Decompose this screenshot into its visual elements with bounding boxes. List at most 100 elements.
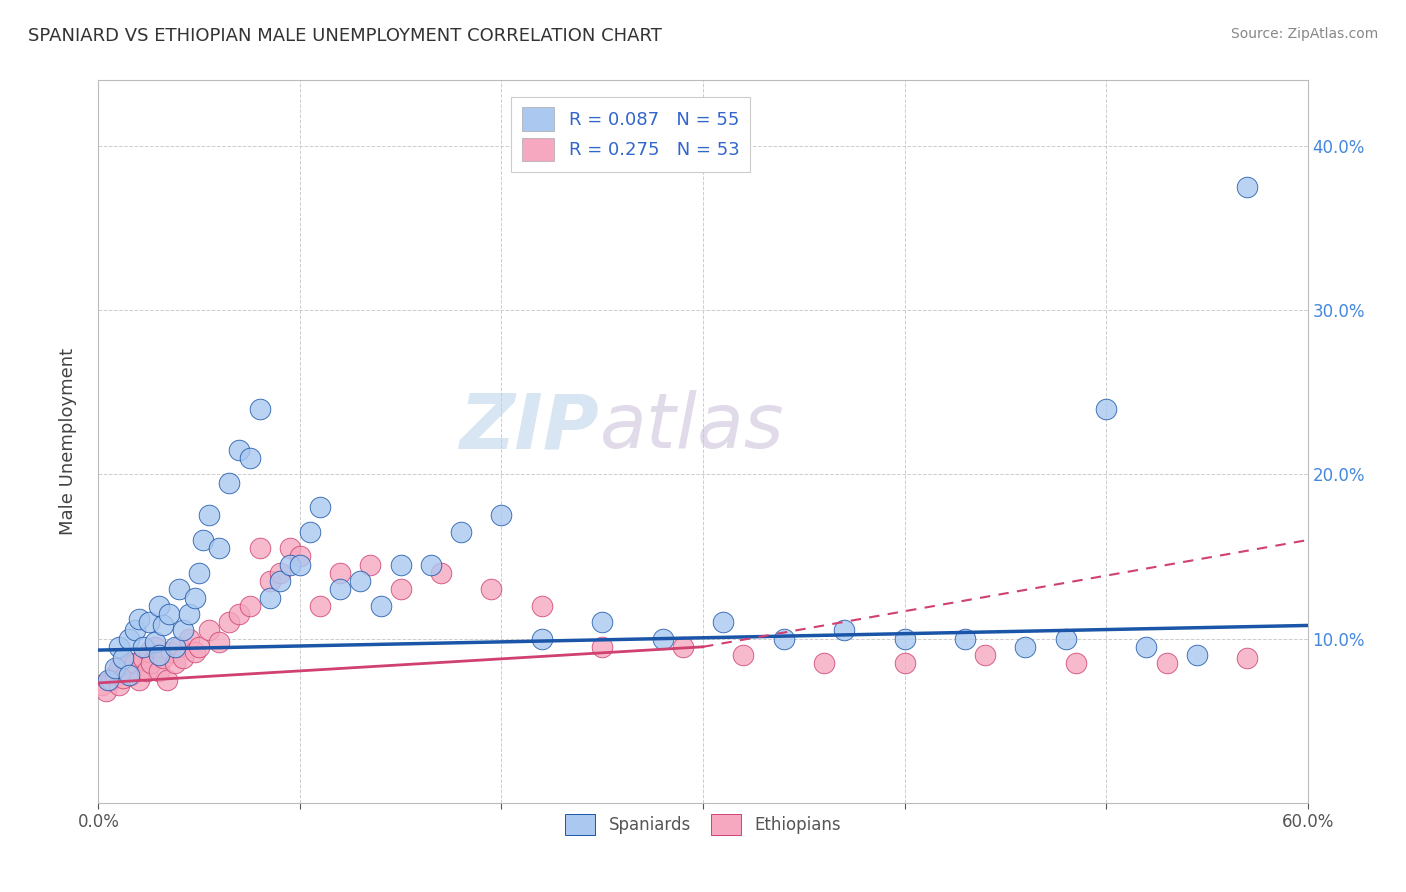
Point — [103, 667, 125, 681]
Point — [152, 651, 174, 665]
Point — [733, 648, 755, 662]
Point — [100, 673, 122, 687]
Point — [118, 667, 141, 681]
Point — [893, 657, 915, 671]
Point — [1135, 640, 1157, 654]
Point — [1185, 648, 1208, 662]
Point — [184, 591, 207, 605]
Point — [107, 661, 129, 675]
Point — [591, 640, 613, 654]
Point — [124, 657, 146, 671]
Point — [167, 640, 190, 654]
Point — [198, 624, 221, 638]
Point — [239, 450, 262, 465]
Point — [208, 541, 231, 556]
Point — [349, 574, 371, 588]
Point — [167, 582, 190, 597]
Point — [530, 599, 553, 613]
Point — [128, 612, 150, 626]
Point — [1236, 651, 1258, 665]
Point — [148, 599, 170, 613]
Point — [278, 558, 301, 572]
Point — [179, 632, 201, 646]
Point — [118, 657, 141, 671]
Point — [259, 591, 281, 605]
Point — [111, 671, 134, 685]
Point — [193, 533, 215, 547]
Point — [188, 566, 211, 580]
Point — [107, 677, 129, 691]
Text: Source: ZipAtlas.com: Source: ZipAtlas.com — [1230, 27, 1378, 41]
Point — [188, 640, 211, 654]
Point — [299, 524, 322, 539]
Legend: Spaniards, Ethiopians: Spaniards, Ethiopians — [558, 808, 848, 841]
Point — [143, 640, 166, 654]
Point — [132, 651, 155, 665]
Point — [309, 500, 332, 515]
Point — [249, 541, 271, 556]
Point — [1236, 180, 1258, 194]
Point — [96, 684, 118, 698]
Point — [179, 607, 201, 621]
Point — [184, 645, 207, 659]
Point — [269, 574, 291, 588]
Point — [172, 651, 194, 665]
Point — [430, 566, 453, 580]
Point — [111, 651, 134, 665]
Point — [1095, 401, 1118, 416]
Point — [893, 632, 915, 646]
Point — [360, 558, 382, 572]
Point — [370, 599, 392, 613]
Point — [97, 673, 120, 687]
Point — [389, 582, 412, 597]
Text: atlas: atlas — [600, 390, 785, 464]
Point — [329, 566, 352, 580]
Point — [1054, 632, 1077, 646]
Point — [329, 582, 352, 597]
Point — [152, 618, 174, 632]
Point — [128, 673, 150, 687]
Point — [143, 635, 166, 649]
Point — [198, 508, 221, 523]
Point — [278, 541, 301, 556]
Point — [672, 640, 695, 654]
Point — [450, 524, 472, 539]
Point — [218, 475, 240, 490]
Point — [135, 665, 157, 679]
Point — [953, 632, 976, 646]
Point — [1156, 657, 1178, 671]
Point — [711, 615, 734, 630]
Point — [288, 549, 311, 564]
Point — [163, 640, 186, 654]
Point — [1064, 657, 1087, 671]
Point — [974, 648, 997, 662]
Point — [591, 615, 613, 630]
Point — [491, 508, 513, 523]
Point — [239, 599, 262, 613]
Point — [208, 635, 231, 649]
Point — [138, 615, 160, 630]
Point — [651, 632, 673, 646]
Point — [481, 582, 503, 597]
Point — [309, 599, 332, 613]
Point — [124, 624, 146, 638]
Point — [172, 624, 194, 638]
Point — [832, 624, 855, 638]
Point — [218, 615, 240, 630]
Point — [148, 648, 170, 662]
Point — [420, 558, 443, 572]
Point — [91, 677, 114, 691]
Point — [249, 401, 271, 416]
Point — [228, 442, 250, 457]
Point — [160, 645, 183, 659]
Point — [118, 632, 141, 646]
Point — [139, 657, 162, 671]
Text: ZIP: ZIP — [461, 390, 600, 464]
Point — [163, 657, 186, 671]
Point — [156, 673, 179, 687]
Point — [228, 607, 250, 621]
Point — [148, 665, 170, 679]
Point — [530, 632, 553, 646]
Point — [138, 645, 160, 659]
Point — [288, 558, 311, 572]
